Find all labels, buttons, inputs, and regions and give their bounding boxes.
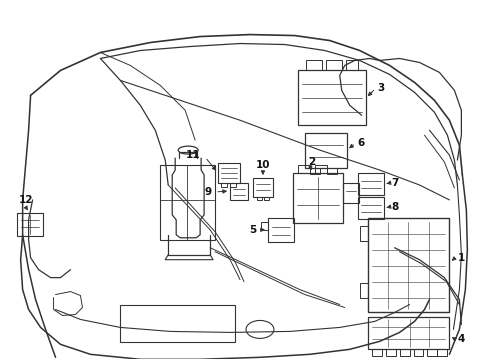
Bar — [297, 71, 365, 125]
Text: 2: 2 — [307, 157, 314, 167]
Bar — [385, 349, 395, 356]
Bar — [427, 349, 437, 356]
Text: 5: 5 — [248, 225, 255, 235]
Bar — [371, 349, 381, 356]
Bar — [357, 197, 383, 219]
Text: 4: 4 — [456, 334, 464, 345]
Bar — [345, 60, 357, 71]
Bar — [120, 305, 235, 342]
Bar — [342, 183, 358, 203]
Bar — [256, 197, 262, 200]
Bar — [314, 165, 326, 173]
Text: 8: 8 — [391, 202, 398, 212]
Bar — [367, 318, 448, 349]
Bar — [309, 168, 319, 174]
Bar — [399, 349, 408, 356]
Bar — [229, 183, 247, 200]
Bar — [359, 226, 367, 241]
Text: 12: 12 — [19, 195, 33, 205]
Bar — [267, 218, 293, 242]
Bar — [252, 178, 272, 197]
Bar — [292, 173, 342, 223]
Bar — [261, 222, 267, 230]
Bar — [359, 283, 367, 298]
Bar — [229, 183, 236, 187]
Bar — [221, 183, 226, 187]
Text: 11: 11 — [185, 150, 200, 160]
Text: 3: 3 — [377, 84, 384, 93]
Bar — [325, 60, 341, 71]
Text: 1: 1 — [456, 253, 464, 263]
Text: 7: 7 — [391, 178, 398, 188]
Bar — [437, 349, 447, 356]
Bar — [17, 213, 42, 236]
Bar — [413, 349, 423, 356]
Bar — [367, 218, 448, 312]
Bar — [304, 133, 346, 168]
Text: 6: 6 — [357, 138, 364, 148]
Bar — [264, 197, 268, 200]
Text: 10: 10 — [255, 160, 270, 170]
Bar — [357, 173, 383, 195]
Text: 9: 9 — [204, 187, 212, 197]
Bar — [305, 60, 321, 71]
Bar — [218, 163, 240, 183]
Bar — [297, 165, 309, 173]
Bar — [326, 168, 336, 174]
